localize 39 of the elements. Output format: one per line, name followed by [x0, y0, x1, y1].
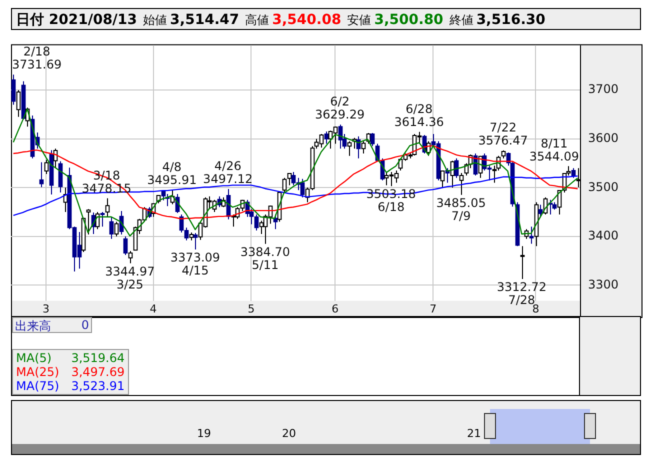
y-tick-label: 3600: [588, 130, 619, 145]
x-tick-label: 5: [248, 302, 255, 316]
annotation: 8/11 3544.09: [529, 136, 579, 164]
text: 3,516.30: [476, 12, 546, 28]
text: 3,514.47: [170, 12, 240, 28]
text: 3,523.91: [71, 379, 125, 393]
range-navigator: 19 20 21: [11, 400, 641, 455]
text: 3,497.69: [71, 365, 125, 379]
annotation: 4/26 3497.12: [203, 159, 253, 186]
text: 0: [81, 318, 89, 332]
text: 高値: [245, 13, 270, 27]
annotation: 3384.70 5/11: [240, 245, 290, 272]
annotation: 7/22 3576.47: [478, 120, 528, 148]
x-tick-label: 4: [150, 302, 157, 316]
text: MA(75): [16, 379, 60, 393]
text: MA(25): [16, 365, 60, 379]
text: 3,500.80: [374, 12, 444, 28]
text: 始値: [143, 13, 168, 27]
x-tick-label: 6: [332, 302, 339, 316]
text: MA(5): [16, 351, 52, 365]
y-tick-label: 3400: [588, 228, 619, 243]
x-tick-label: 7: [430, 302, 437, 316]
annotation: 3485.05 7/9: [436, 196, 486, 224]
x-tick-label: 3: [42, 302, 50, 316]
text: 3,519.64: [71, 351, 125, 365]
annotation: 6/28 3614.36: [394, 102, 444, 129]
annotation: 6/2 3629.29: [314, 94, 365, 122]
text: 終値: [449, 13, 474, 27]
y-tick-label: 3300: [588, 277, 619, 292]
annotation: 2/18 3731.69: [12, 44, 62, 72]
chart-title: 日付 2021/08/13: [16, 12, 138, 28]
annotation: 4/8 3495.91: [147, 160, 197, 187]
y-tick-label: 3700: [588, 82, 619, 96]
text: 3,540.08: [272, 12, 342, 28]
y-tick-label: 3500: [588, 180, 619, 194]
annotation: 3344.97 3/25: [105, 264, 155, 292]
text: 安値: [347, 13, 372, 27]
annotation: 3373.09 4/15: [170, 250, 220, 278]
text: 出来高: [15, 318, 51, 333]
